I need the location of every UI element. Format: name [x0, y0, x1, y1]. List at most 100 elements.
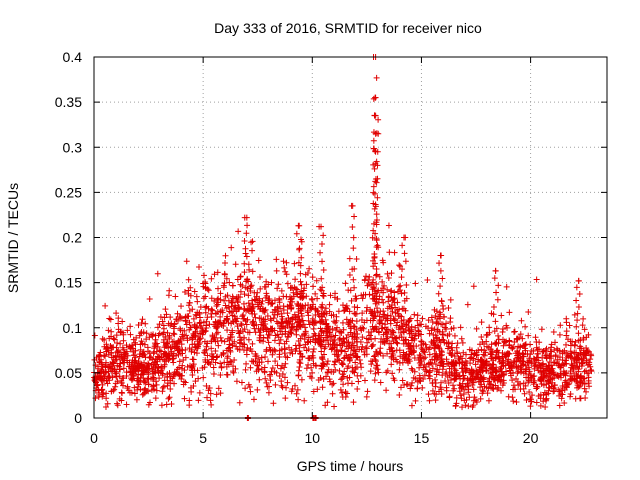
data-point: [572, 395, 579, 402]
data-point: [328, 333, 335, 340]
data-point: [577, 336, 584, 343]
data-point: [532, 359, 539, 366]
data-point: [399, 359, 406, 366]
data-point: [372, 203, 379, 210]
data-point: [303, 293, 310, 300]
data-point: [191, 288, 198, 295]
data-point: [321, 311, 328, 318]
data-point: [257, 332, 264, 339]
data-point: [265, 389, 272, 396]
data-point: [276, 295, 283, 302]
data-point: [223, 371, 230, 378]
data-point: [466, 346, 473, 353]
data-point: [161, 314, 168, 321]
data-point: [347, 317, 354, 324]
data-point: [425, 391, 432, 398]
data-point: [397, 384, 404, 391]
data-point: [104, 345, 111, 352]
data-point: [377, 379, 384, 386]
data-point: [228, 320, 235, 327]
data-point: [112, 383, 119, 390]
data-point: [485, 397, 492, 404]
data-point: [192, 378, 199, 385]
data-point: [581, 326, 588, 333]
data-point: [500, 326, 507, 333]
data-point: [241, 326, 248, 333]
data-point: [252, 314, 259, 321]
data-point: [357, 360, 364, 367]
data-point: [241, 315, 248, 322]
data-point: [553, 360, 560, 367]
data-point: [483, 384, 490, 391]
data-point: [428, 327, 435, 334]
data-point: [293, 290, 300, 297]
data-point: [388, 361, 395, 368]
data-point: [449, 361, 456, 368]
data-point: [575, 304, 582, 311]
data-point: [154, 343, 161, 350]
data-point: [291, 260, 298, 267]
data-point: [412, 280, 419, 287]
data-point: [242, 385, 249, 392]
data-point: [220, 320, 227, 327]
y-tick-label: 0.1: [63, 320, 83, 336]
data-point: [396, 366, 403, 373]
data-point: [132, 341, 139, 348]
data-point: [153, 387, 160, 394]
data-point: [359, 324, 366, 331]
data-point: [299, 290, 306, 297]
data-point: [337, 386, 344, 393]
data-point: [149, 370, 156, 377]
data-point: [415, 356, 422, 363]
data-point: [373, 298, 380, 305]
data-point: [340, 381, 347, 388]
data-point: [317, 341, 324, 348]
data-point: [415, 327, 422, 334]
data-point: [303, 365, 310, 372]
data-point: [310, 388, 317, 395]
data-point: [396, 334, 403, 341]
data-point: [197, 323, 204, 330]
data-point: [339, 371, 346, 378]
data-point: [297, 351, 304, 358]
data-point: [394, 340, 401, 347]
data-point: [414, 312, 421, 319]
data-point: [162, 333, 169, 340]
data-point: [113, 344, 120, 351]
y-tick-label: 0.35: [55, 94, 82, 110]
data-point: [145, 388, 152, 395]
data-point: [204, 314, 211, 321]
data-point: [494, 347, 501, 354]
data-point: [376, 329, 383, 336]
data-point: [525, 379, 532, 386]
data-point: [438, 252, 445, 259]
data-point: [520, 385, 527, 392]
data-point: [134, 377, 141, 384]
data-point: [418, 345, 425, 352]
data-point: [432, 376, 439, 383]
data-point: [533, 276, 540, 283]
data-point: [424, 276, 431, 283]
data-point: [114, 402, 121, 409]
data-point: [193, 350, 200, 357]
data-point: [276, 340, 283, 347]
data-point: [105, 327, 112, 334]
data-point: [259, 319, 266, 326]
data-point: [369, 279, 376, 286]
data-point: [511, 328, 518, 335]
data-point: [527, 403, 534, 410]
data-point: [575, 330, 582, 337]
data-point: [493, 289, 500, 296]
data-point: [354, 386, 361, 393]
data-point: [336, 367, 343, 374]
data-point: [542, 347, 549, 354]
data-point: [317, 249, 324, 256]
data-point: [367, 368, 374, 375]
data-point: [128, 371, 135, 378]
data-point: [177, 325, 184, 332]
data-point: [238, 379, 245, 386]
data-point: [284, 333, 291, 340]
data-point: [170, 359, 177, 366]
data-point: [140, 367, 147, 374]
data-point: [112, 380, 119, 387]
